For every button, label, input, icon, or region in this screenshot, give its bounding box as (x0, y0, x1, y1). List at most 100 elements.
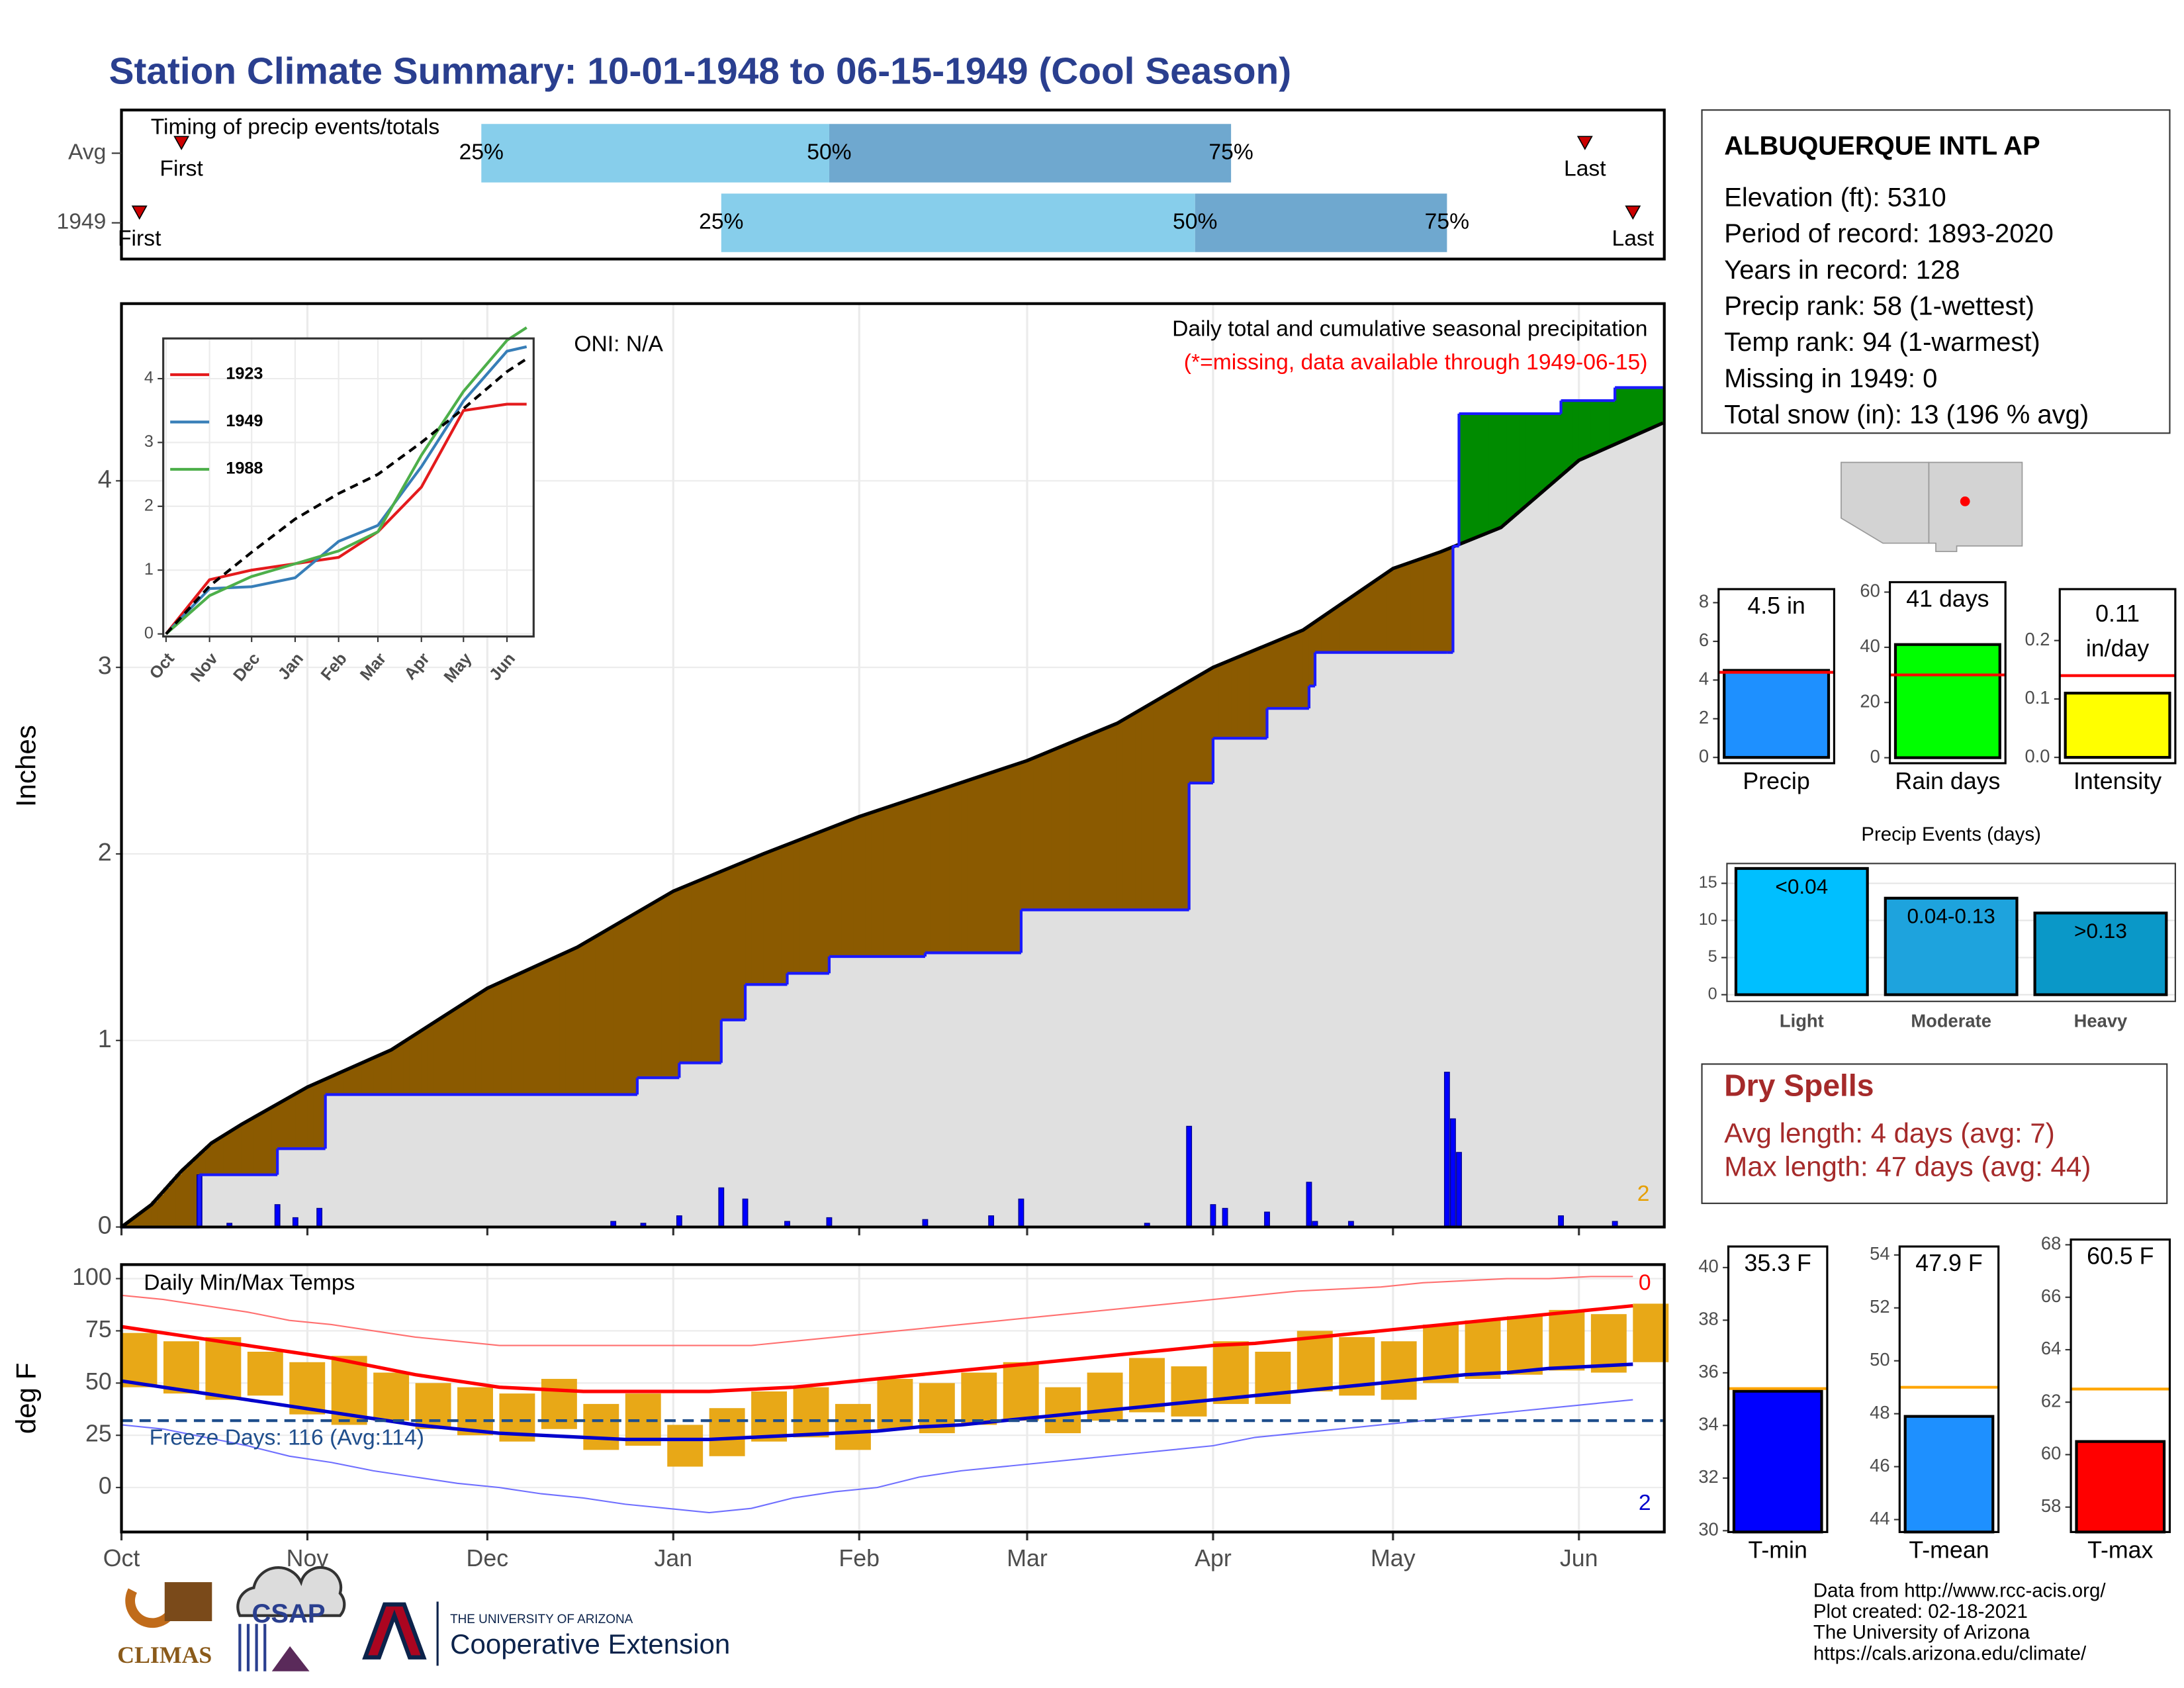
deficit-area (253, 1115, 260, 1175)
extension-text: Cooperative Extension (450, 1628, 730, 1660)
cumulative-area (1363, 652, 1370, 1227)
deficit-area (685, 884, 692, 1063)
cumulative-area (565, 1094, 572, 1227)
surplus-area (1590, 400, 1598, 454)
surplus-area (1465, 413, 1472, 541)
surplus-area (1459, 413, 1466, 543)
cumulative-area (583, 1094, 590, 1227)
timing-marker-label: First (118, 226, 161, 251)
gauge-bar (1732, 1389, 1823, 1534)
cumulative-area (289, 1149, 296, 1227)
cumulative-area (1345, 652, 1352, 1227)
deficit-area (649, 903, 656, 1078)
deficit-area (409, 1036, 416, 1095)
cumulative-area (643, 1078, 650, 1227)
timing-marker (131, 205, 148, 220)
y-tick-label: 50 (85, 1368, 112, 1395)
deficit-area (709, 874, 716, 1063)
cumulative-area (547, 1094, 554, 1227)
deficit-area (1165, 693, 1172, 910)
deficit-area (883, 808, 890, 957)
deficit-area (691, 882, 698, 1063)
logos: CLIMAS CSAP THE UNIVERSITY OF ARIZONA Co… (117, 1566, 730, 1671)
cumulative-area (1135, 910, 1142, 1227)
cumulative-area (913, 956, 920, 1227)
deficit-area (931, 791, 938, 953)
deficit-area (847, 820, 854, 957)
cumulative-area (199, 1174, 206, 1227)
deficit-area (1435, 553, 1442, 653)
deficit-area (637, 910, 644, 1078)
deficit-area (1398, 565, 1406, 653)
cumulative-area (925, 953, 932, 1227)
deficit-area (1206, 669, 1214, 783)
plot-frame (120, 1263, 1666, 1534)
y-tick-label: 44 (1870, 1508, 1889, 1528)
gauge-value-label: 35.3 F (1745, 1250, 1811, 1276)
cumulative-area (1308, 686, 1316, 1227)
surplus-area (1627, 387, 1634, 438)
deficit-area (1122, 718, 1130, 910)
cumulative-area (1141, 910, 1148, 1227)
cumulative-area (1459, 543, 1466, 1227)
csap-text: CSAP (251, 1599, 325, 1628)
cumulative-area (823, 973, 830, 1227)
deficit-area (259, 1112, 266, 1175)
daily-precip-bar (1264, 1211, 1270, 1228)
y-tick-label: 66 (2041, 1286, 2061, 1306)
cumulative-area (1531, 498, 1538, 1227)
chart-title: Precip Events (days) (1861, 823, 2041, 845)
cumulative-area (1081, 910, 1088, 1227)
daily-precip-bar (1210, 1204, 1216, 1228)
cumulative-area (1578, 459, 1586, 1227)
cumulative-area (733, 1019, 740, 1227)
cumulative-area (607, 1094, 614, 1227)
y-tick-label: 0 (99, 1473, 112, 1499)
deficit-area (805, 836, 812, 974)
map-state (1841, 461, 1930, 544)
cumulative-area (1627, 438, 1634, 1227)
deficit-area (973, 777, 980, 953)
deficit-area (439, 1017, 446, 1095)
y-tick-label: 10 (1699, 910, 1717, 929)
cumulative-area (229, 1174, 236, 1227)
station-name: ALBUQUERQUE INTL AP (1724, 132, 2040, 161)
cumulative-area (373, 1094, 381, 1227)
map-state (1928, 461, 2023, 553)
deficit-area (421, 1028, 428, 1095)
surplus-area (1567, 400, 1574, 469)
cumulative-area (751, 984, 758, 1227)
x-tick-label: Oct (103, 1545, 140, 1571)
deficit-area (811, 834, 818, 974)
cumulative-area (1543, 489, 1550, 1227)
x-tick-label: Jan (654, 1545, 692, 1571)
deficit-area (271, 1105, 279, 1175)
daily-precip-bar (1456, 1152, 1462, 1228)
cumulative-area (997, 953, 1004, 1227)
surplus-area (1651, 387, 1658, 428)
timing-bar-upper (829, 124, 1232, 183)
cumulative-area (1465, 540, 1472, 1227)
deficit-area (1135, 711, 1142, 910)
y-tick-label: 5 (1708, 947, 1717, 966)
station-info: Temp rank: 94 (1-warmest) (1724, 328, 2040, 357)
cumulative-area (325, 1094, 332, 1227)
cumulative-area (703, 1062, 710, 1227)
surplus-area (1537, 413, 1544, 494)
y-tick-label: 0 (1708, 984, 1717, 1003)
cumulative-area (505, 1094, 512, 1227)
deficit-area (913, 797, 920, 957)
deficit-area (1441, 550, 1448, 653)
y-tick-label: 0.1 (2025, 687, 2050, 708)
station-location (1960, 496, 1970, 506)
cumulative-area (1153, 910, 1160, 1227)
arizona-logo (362, 1602, 427, 1660)
deficit-area (661, 896, 668, 1078)
cumulative-area (1212, 738, 1220, 1227)
cumulative-area (223, 1174, 230, 1227)
deficit-area (907, 799, 914, 957)
temperature-bar (121, 1333, 158, 1387)
timing-marker (173, 136, 190, 150)
legend-label: 1949 (226, 412, 263, 430)
